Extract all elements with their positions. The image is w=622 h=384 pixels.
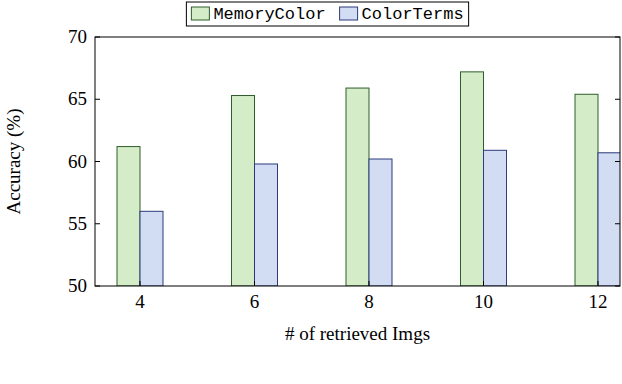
bar (598, 153, 620, 286)
y-tick (95, 161, 100, 162)
y-tick (95, 223, 100, 224)
x-tick-label: 8 (364, 291, 374, 312)
y-tick (615, 286, 620, 287)
y-tick (615, 223, 620, 224)
x-tick-label: 12 (589, 291, 608, 312)
x-axis-title: # of retrieved Imgs (285, 323, 430, 344)
y-tick-label: 50 (68, 275, 87, 296)
chart: 50 55 60 65 70 4 6 8 10 12 # of retrieved Imgs Accu… (0, 0, 622, 384)
legend: MemoryColor ColorTerms (186, 2, 468, 26)
legend-swatch (340, 7, 358, 20)
x-tick (598, 281, 599, 286)
y-tick (95, 37, 100, 38)
x-tick (140, 281, 141, 286)
legend-label: ColorTerms (362, 5, 464, 24)
x-tick (483, 281, 484, 286)
y-tick-label: 70 (68, 26, 87, 47)
bar (140, 211, 163, 286)
bar (232, 96, 255, 286)
x-tick (254, 281, 255, 286)
y-axis-title: Accuracy (%) (3, 108, 25, 214)
y-tick (615, 161, 620, 162)
bar (575, 94, 598, 286)
bar (461, 72, 484, 286)
y-tick-label: 60 (68, 151, 87, 172)
y-tick-label: 65 (68, 88, 87, 109)
bars (117, 72, 620, 286)
legend-label: MemoryColor (213, 5, 325, 24)
bar (369, 159, 392, 286)
y-tick-label: 55 (68, 213, 87, 234)
y-tick (95, 99, 100, 100)
frame (95, 37, 620, 286)
legend-box (186, 2, 468, 26)
bar (346, 88, 369, 286)
bar (255, 164, 278, 286)
legend-swatch (191, 7, 209, 20)
y-tick (95, 286, 100, 287)
x-tick (369, 281, 370, 286)
y-tick (615, 37, 620, 38)
bar (117, 147, 140, 286)
x-tick-label: 6 (250, 291, 260, 312)
bar (484, 150, 507, 286)
y-tick (615, 99, 620, 100)
x-tick-label: 10 (474, 291, 493, 312)
x-tick-label: 4 (135, 291, 145, 312)
